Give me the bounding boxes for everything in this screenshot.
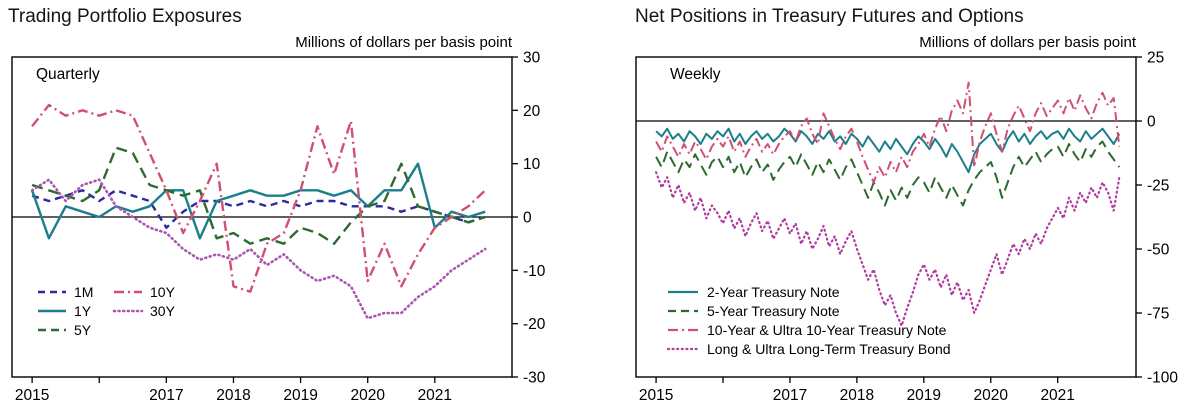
x-tick-label: 2019: [283, 387, 317, 404]
plot-area: 25 0 -25 -50 -75 -100 2015 2017 2018 2019 2020 2021…: [635, 50, 1178, 404]
trading-portfolio-exposures-chart: Trading Portfolio Exposures Millions of …: [8, 6, 546, 404]
x-tick-label: 2017: [773, 387, 807, 404]
series-line-10y: [31, 103, 487, 293]
x-tick-label: 2020: [350, 387, 385, 404]
net-positions-treasury-chart: Net Positions in Treasury Futures and Op…: [635, 6, 1178, 404]
y-tick-label: 0: [523, 210, 532, 227]
x-tick-label: 2015: [639, 387, 673, 404]
legend-label: 1Y: [74, 303, 92, 319]
series-line-5y: [31, 146, 486, 245]
panel-trading-portfolio-exposures: Trading Portfolio Exposures Millions of …: [8, 6, 546, 404]
legend-label: 10Y: [150, 284, 176, 300]
y-tick-label: -75: [1147, 306, 1169, 323]
legend-label: 5-Year Treasury Note: [707, 303, 840, 319]
units-label: Millions of dollars per basis point: [295, 34, 513, 51]
series-line-10-year-ultra-10-year-treasury-note: [655, 81, 1121, 184]
series-line-5-year-treasury-note: [655, 140, 1121, 207]
x-tick-label: 2021: [418, 387, 452, 404]
x-tick-label: 2015: [15, 387, 49, 404]
legend-label: 30Y: [150, 303, 176, 319]
series-line-30y: [30, 178, 487, 320]
panel-net-positions-treasury: Net Positions in Treasury Futures and Op…: [600, 0, 1200, 413]
y-tick-label: -50: [1147, 242, 1170, 259]
legend-label: Long & Ultra Long-Term Treasury Bond: [707, 341, 951, 357]
chart-title: Trading Portfolio Exposures: [8, 6, 242, 27]
x-tick-label: 2018: [216, 387, 250, 404]
y-tick-label: -30: [523, 370, 546, 387]
series-line-1y: [30, 162, 486, 240]
plot-area: 30 20 10 0 -10 -20 -30 2015 2017 2018 2019 2020 2021…: [11, 50, 546, 404]
y-tick-label: 0: [1147, 114, 1156, 131]
legend-label: 2-Year Treasury Note: [707, 284, 840, 300]
series-line-2-year-treasury-note: [655, 127, 1121, 174]
y-tick-label: -10: [523, 263, 546, 280]
x-tick-label: 2017: [149, 387, 183, 404]
y-tick-label: 10: [523, 156, 541, 173]
y-tick-label: -20: [523, 316, 546, 333]
y-tick-label: -25: [1147, 178, 1169, 195]
frequency-label: Weekly: [670, 66, 721, 83]
plot-frame: [635, 56, 1137, 378]
legend-label: 10-Year & Ultra 10-Year Treasury Note: [707, 322, 947, 338]
y-tick-label: -100: [1147, 370, 1178, 387]
legend-label: 5Y: [74, 322, 92, 338]
y-tick-label: 30: [523, 50, 541, 67]
series-line-1m: [31, 189, 486, 229]
units-label: Millions of dollars per basis point: [919, 34, 1137, 51]
legend-label: 1M: [74, 284, 93, 300]
x-tick-label: 2018: [840, 387, 874, 404]
frequency-label: Quarterly: [36, 66, 100, 83]
y-tick-label: 20: [523, 103, 541, 120]
x-tick-label: 2021: [1040, 387, 1074, 404]
series-line-long-ultra-long-term-treasury-bond: [655, 171, 1121, 327]
x-tick-label: 2020: [974, 387, 1009, 404]
chart-title: Net Positions in Treasury Futures and Op…: [635, 6, 1024, 27]
y-tick-label: 25: [1147, 50, 1164, 67]
x-tick-label: 2019: [907, 387, 941, 404]
